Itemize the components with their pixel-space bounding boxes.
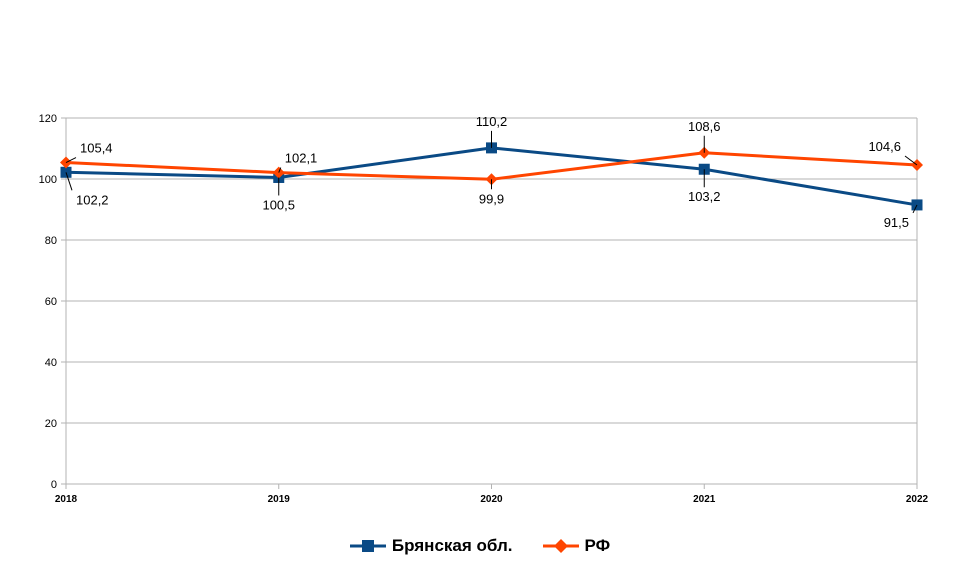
data-label-1-2021: 108,6	[688, 119, 721, 134]
leader-line-1-2019	[278, 167, 282, 173]
y-tick-label-100: 100	[39, 174, 57, 186]
data-labels-layer: 102,2 100,5 110,2 103,2 91,5 105,4 102,1 99,9 10…	[65, 114, 918, 230]
legend-item-rf: РФ	[542, 536, 611, 556]
data-label-1-2022: 104,6	[868, 139, 901, 154]
x-tick-label-2022: 2022	[906, 494, 929, 505]
data-label-0-2021: 103,2	[688, 189, 721, 204]
gridlines	[66, 117, 917, 424]
y-tick-label-60: 60	[45, 296, 57, 308]
leader-line-1-2018	[65, 157, 77, 163]
data-label-1-2018: 105,4	[80, 141, 113, 156]
data-label-1-2019: 102,1	[285, 151, 318, 166]
y-tick-label-0: 0	[51, 479, 57, 491]
x-axis-ticks: 2018 2019 2020 2021 2022	[55, 484, 929, 505]
data-label-1-2020: 99,9	[479, 191, 504, 206]
legend-diamond-marker-icon	[542, 539, 579, 553]
legend-square-marker-icon	[349, 540, 386, 552]
leader-line-1-2022	[904, 155, 918, 166]
legend: Брянская обл. РФ	[0, 528, 960, 564]
y-tick-label-20: 20	[45, 418, 57, 430]
leader-line-0-2022	[912, 204, 918, 214]
leader-line-0-2018	[65, 172, 73, 191]
x-tick-label-2018: 2018	[55, 494, 78, 505]
data-label-0-2022: 91,5	[884, 215, 909, 230]
y-axis-ticks: 0 20 40 60 80 100 120	[39, 113, 66, 491]
y-tick-label-120: 120	[39, 113, 57, 125]
data-label-0-2020: 110,2	[476, 114, 508, 129]
data-label-0-2019: 100,5	[262, 197, 295, 212]
legend-label-rf: РФ	[584, 536, 611, 555]
legend-label-bryansk: Брянская обл.	[391, 536, 513, 555]
legend-item-bryansk: Брянская обл.	[349, 536, 513, 556]
x-tick-label-2021: 2021	[693, 494, 716, 505]
x-tick-label-2020: 2020	[480, 494, 503, 505]
data-label-0-2018: 102,2	[76, 192, 109, 207]
y-tick-label-80: 80	[45, 235, 57, 247]
y-tick-label-40: 40	[45, 357, 57, 369]
x-tick-label-2019: 2019	[268, 494, 291, 505]
